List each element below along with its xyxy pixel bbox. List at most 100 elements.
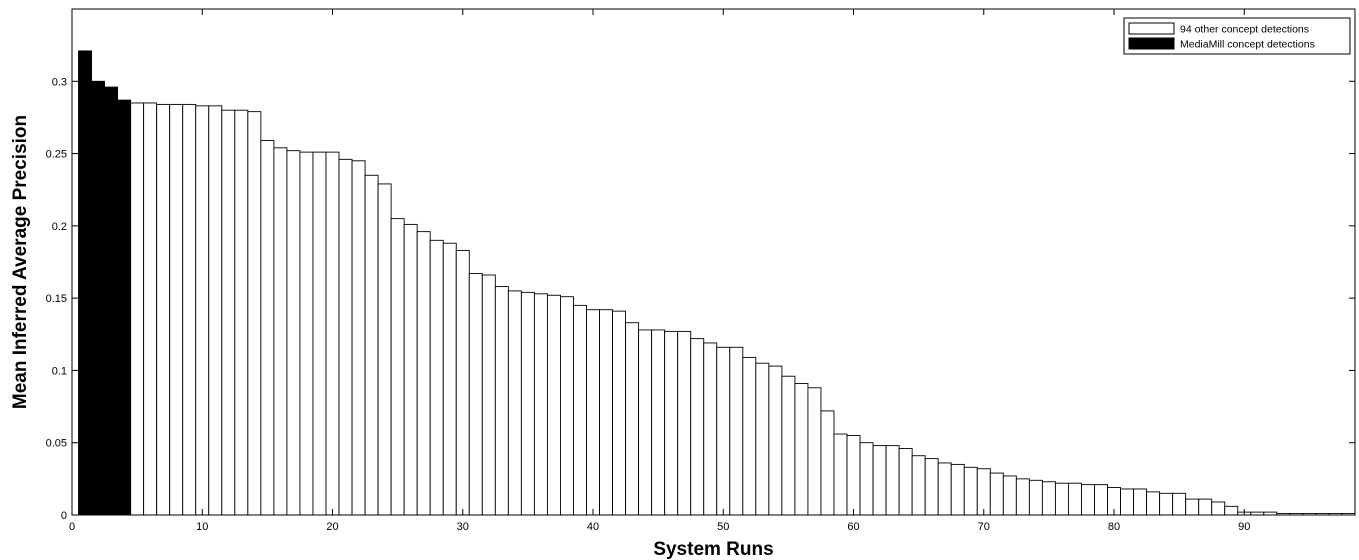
other-bar-63 — [885, 445, 900, 516]
other-bar-47 — [677, 330, 692, 516]
other-bar-68 — [950, 463, 965, 516]
x-tick-label-10: 10 — [196, 521, 208, 533]
other-bar-46 — [664, 330, 679, 516]
other-bar-35 — [520, 291, 535, 516]
other-bar-70 — [976, 468, 991, 516]
x-tick-label-0: 0 — [69, 521, 75, 533]
other-bar-7 — [156, 103, 171, 516]
other-bar-29 — [442, 242, 457, 516]
other-bar-11 — [208, 105, 223, 516]
other-bar-54 — [768, 365, 783, 516]
legend-swatch-mediamill — [1128, 37, 1175, 50]
x-tick-label-20: 20 — [326, 521, 338, 533]
plot-area-frame — [71, 8, 1356, 516]
other-bar-49 — [703, 342, 718, 516]
x-tick-label-40: 40 — [587, 521, 599, 533]
other-bar-81 — [1120, 488, 1135, 516]
y-tick-label-5: 0.25 — [46, 149, 67, 161]
other-bar-38 — [560, 296, 574, 516]
other-bar-21 — [338, 158, 353, 516]
y-tick-label-6: 0.3 — [52, 76, 67, 88]
mediamill-bar-1 — [78, 50, 92, 516]
other-bar-20 — [325, 151, 340, 516]
y-tick-label-0: 0 — [61, 510, 67, 522]
other-bar-41 — [599, 309, 614, 516]
other-bar-32 — [481, 274, 496, 516]
other-bar-55 — [781, 375, 796, 516]
other-bar-45 — [651, 329, 666, 516]
other-bar-9 — [182, 103, 197, 516]
other-bar-64 — [898, 448, 913, 516]
other-bar-69 — [963, 466, 978, 516]
y-axis-title: Mean Inferred Average Precision — [10, 115, 31, 409]
other-bar-75 — [1041, 481, 1056, 516]
other-bar-51 — [729, 346, 744, 516]
other-bar-17 — [286, 150, 301, 516]
other-bar-56 — [794, 382, 809, 516]
other-bar-22 — [351, 160, 366, 516]
mediamill-bar-4 — [117, 99, 132, 516]
other-bar-26 — [403, 223, 418, 516]
other-bar-83 — [1146, 491, 1161, 516]
other-bar-36 — [533, 293, 548, 516]
other-bar-60 — [846, 435, 861, 516]
other-bar-27 — [416, 231, 431, 516]
other-bar-18 — [299, 151, 314, 516]
other-bar-33 — [494, 286, 509, 516]
bars-group — [78, 50, 1356, 516]
other-bar-61 — [859, 442, 874, 516]
other-bar-85 — [1172, 492, 1187, 516]
x-tick-label-80: 80 — [1108, 521, 1120, 533]
other-bar-87 — [1198, 498, 1213, 516]
other-bar-42 — [612, 310, 627, 516]
other-bar-44 — [638, 329, 653, 516]
mediamill-bar-2 — [91, 80, 106, 516]
other-bar-66 — [924, 458, 939, 516]
other-bar-12 — [221, 109, 236, 516]
other-bar-77 — [1067, 482, 1082, 516]
other-bar-84 — [1159, 492, 1174, 516]
x-axis-ticks: 0 10 20 30 40 50 60 70 80 90 — [69, 9, 1250, 533]
other-bar-74 — [1028, 479, 1043, 516]
other-bar-37 — [546, 294, 561, 516]
other-bar-43 — [625, 322, 640, 516]
other-bar-30 — [455, 249, 470, 516]
other-bar-78 — [1081, 484, 1095, 516]
other-bar-82 — [1133, 488, 1148, 516]
other-bar-62 — [872, 445, 887, 516]
other-bar-25 — [390, 218, 405, 516]
other-bar-65 — [911, 455, 926, 516]
other-bar-48 — [690, 338, 705, 516]
other-bar-88 — [1211, 501, 1226, 516]
other-bar-52 — [742, 356, 757, 516]
legend-swatch-other — [1128, 22, 1175, 35]
legend-label-other: 94 other concept detections — [1180, 24, 1309, 36]
y-tick-label-1: 0.05 — [46, 438, 67, 450]
other-bar-89 — [1224, 505, 1239, 516]
other-bar-6 — [143, 102, 158, 516]
other-bar-16 — [273, 147, 288, 516]
other-bar-67 — [937, 462, 952, 516]
x-tick-label-70: 70 — [978, 521, 990, 533]
x-tick-label-60: 60 — [847, 521, 859, 533]
y-axis-ticks: 0 0.05 0.1 0.15 0.2 0.25 0.3 — [46, 76, 1355, 522]
other-bar-50 — [716, 346, 731, 516]
other-bar-28 — [429, 239, 444, 516]
other-bar-58 — [820, 410, 835, 516]
other-bar-34 — [507, 290, 522, 516]
other-bar-31 — [468, 273, 483, 516]
other-bar-15 — [260, 140, 275, 516]
other-bar-73 — [1015, 478, 1030, 516]
x-axis-title: System Runs — [653, 539, 773, 560]
legend-label-mediamill: MediaMill concept detections — [1180, 39, 1315, 51]
other-bar-71 — [989, 472, 1004, 516]
other-bar-14 — [247, 111, 262, 516]
x-tick-label-50: 50 — [717, 521, 729, 533]
legend: 94 other concept detections MediaMill co… — [1123, 17, 1351, 55]
other-bar-86 — [1185, 498, 1200, 516]
other-bar-59 — [833, 433, 848, 516]
other-bar-40 — [586, 309, 600, 516]
other-bar-13 — [234, 109, 249, 516]
other-bar-24 — [377, 183, 392, 516]
